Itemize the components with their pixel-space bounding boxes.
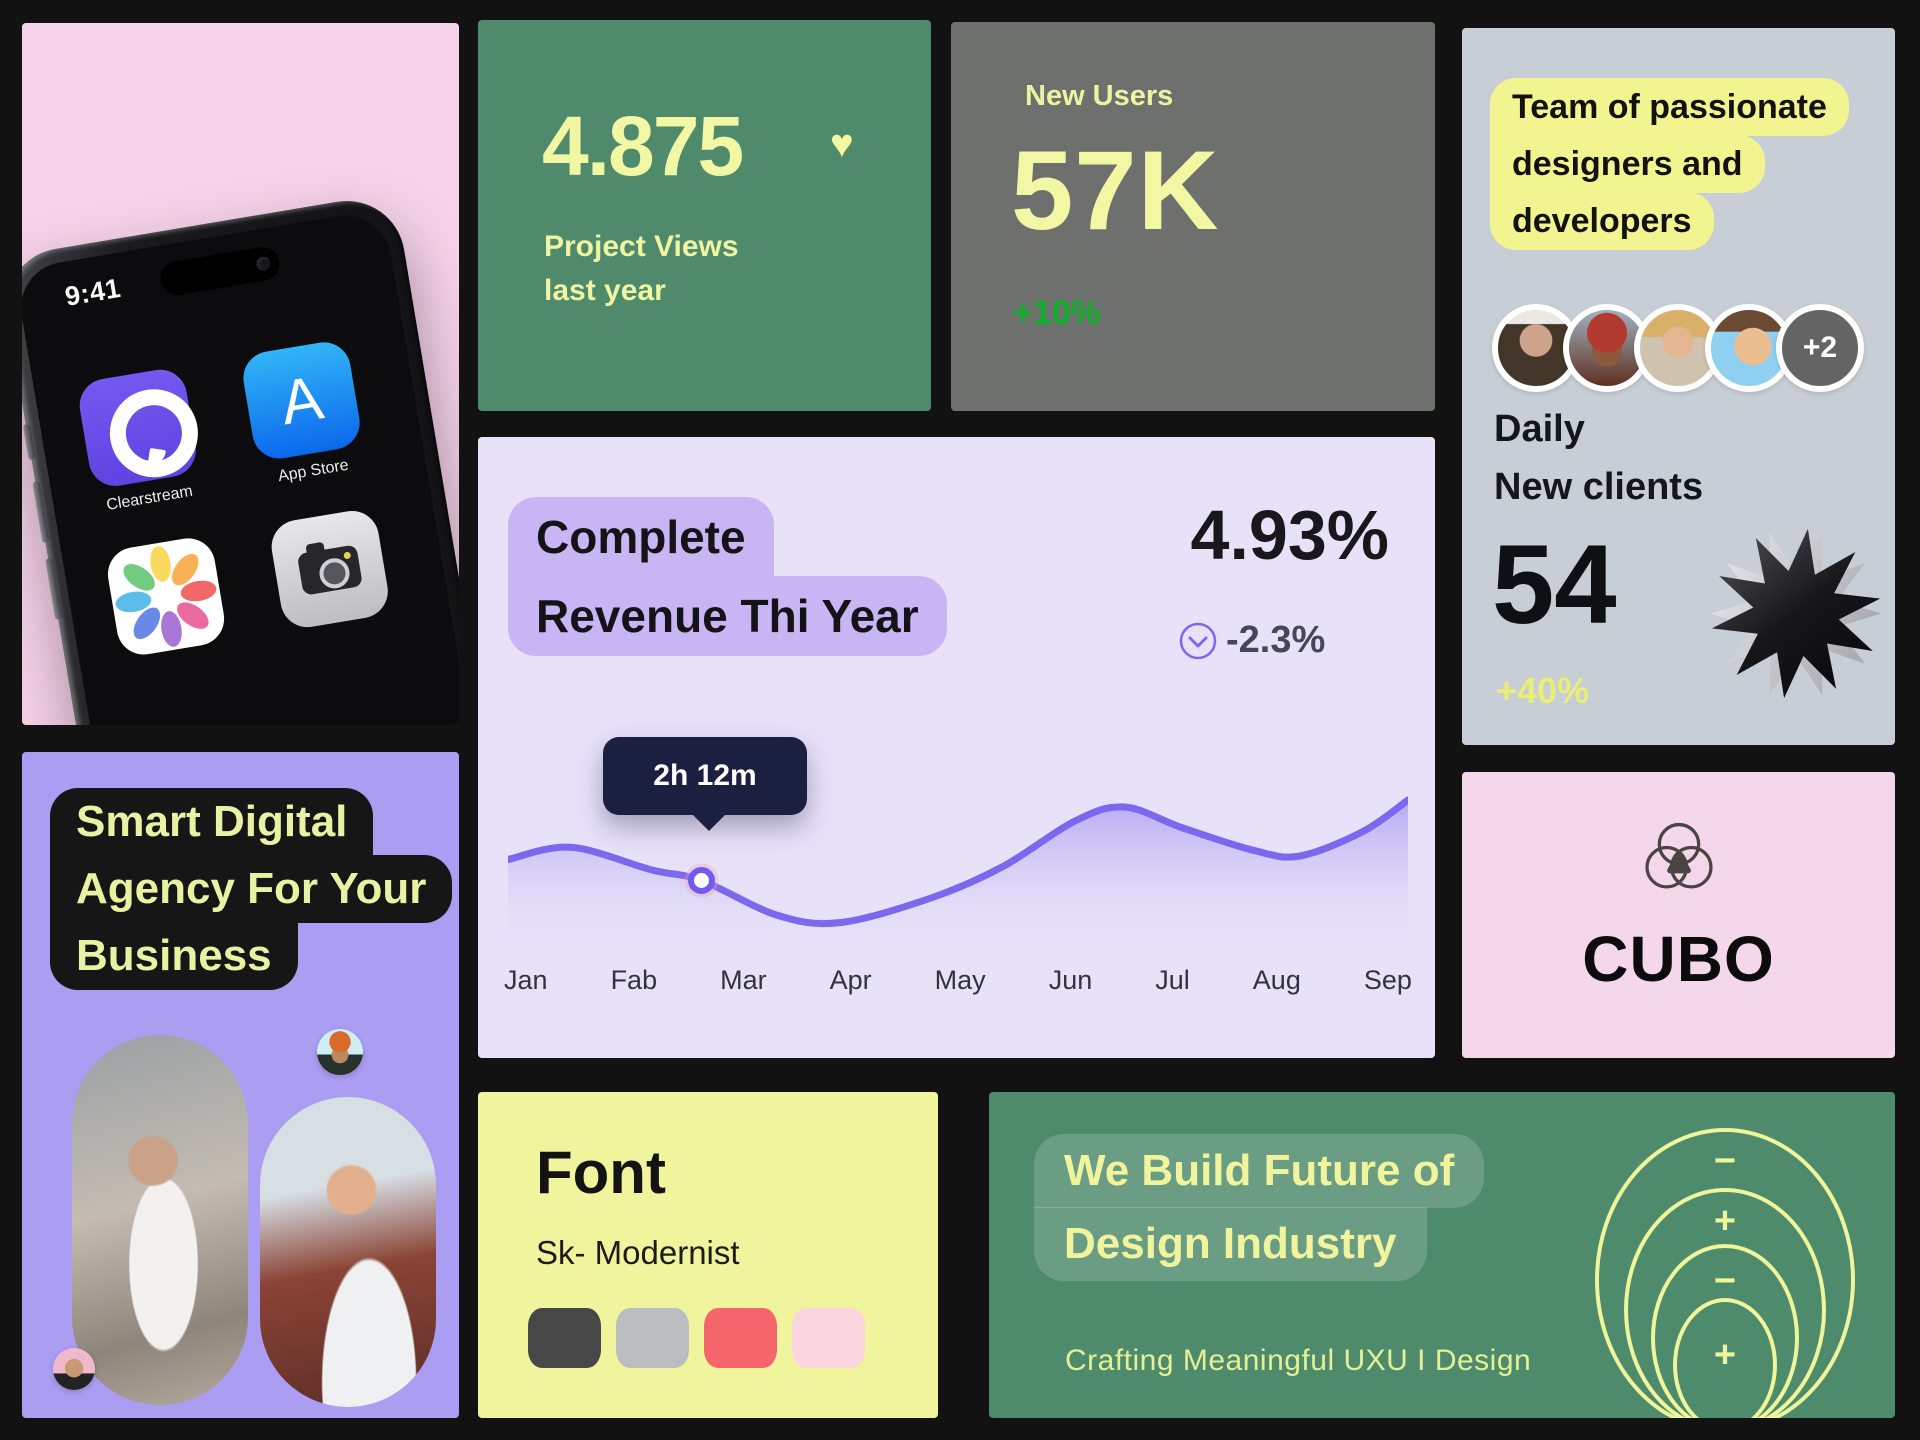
project-views-label-line2: last year xyxy=(544,274,666,307)
month-label: Jan xyxy=(504,965,548,995)
new-users-value: 57K xyxy=(1011,128,1220,253)
chart-line xyxy=(508,796,1408,928)
new-users-card: New Users 57K +10% xyxy=(951,22,1435,411)
photos-app-icon[interactable] xyxy=(103,534,229,659)
month-label: Jul xyxy=(1155,965,1190,995)
avatar-man-glasses xyxy=(53,1348,95,1390)
font-card-title: Font xyxy=(536,1139,666,1206)
agency-card: Smart Digital Agency For Your Business xyxy=(22,752,459,1418)
revenue-title-line: Complete xyxy=(508,497,774,577)
build-headline-line: We Build Future of xyxy=(1034,1134,1485,1208)
app-clearstream[interactable]: Clearstream xyxy=(75,365,205,517)
project-views-card: 4.875 ♥ Project Views last year xyxy=(478,20,931,411)
agency-headline-line: Agency For Your xyxy=(50,855,453,923)
new-users-title: New Users xyxy=(1025,80,1174,112)
month-label: Sep xyxy=(1363,965,1412,995)
camera-app-icon[interactable] xyxy=(267,506,392,632)
revenue-title-bubble: Complete Revenue Thi Year xyxy=(508,497,947,656)
heart-icon: ♥ xyxy=(830,122,854,166)
chart-tooltip: 2h 12m xyxy=(603,737,807,831)
app-appstore[interactable]: A App Store xyxy=(239,338,368,489)
build-headline-bubble: We Build Future of Design Industry xyxy=(1034,1134,1485,1281)
phone-volume-up-button xyxy=(32,480,50,544)
revenue-chart xyxy=(508,796,1408,955)
team-avatar-group: +2 xyxy=(1492,304,1864,392)
minus-icon: − xyxy=(1713,1260,1737,1302)
daily-new-clients-value: 54 xyxy=(1492,522,1617,647)
app-photos[interactable] xyxy=(103,534,229,659)
color-swatch-pink xyxy=(792,1308,865,1368)
photo-woman-with-phone xyxy=(72,1035,248,1405)
cubo-brand-card: CUBO xyxy=(1462,772,1895,1058)
avatar-man-orange-beanie xyxy=(317,1029,363,1075)
app-camera[interactable] xyxy=(267,506,392,632)
month-label: Jun xyxy=(1048,965,1093,995)
build-subtitle: Crafting Meaningful UXU I Design xyxy=(1065,1344,1532,1377)
cubo-logo-icon xyxy=(1645,822,1713,889)
agency-headline-line: Business xyxy=(50,922,298,990)
agency-headline-line: Smart Digital xyxy=(50,788,374,856)
phone-frame: 9:41 Clearstream A App Store xyxy=(22,192,459,725)
agency-headline-bubble: Smart Digital Agency For Your Business xyxy=(50,788,453,990)
month-label: Mar xyxy=(720,965,767,995)
color-swatch-dark-gray xyxy=(528,1308,601,1368)
avatar-woman-dark-hair xyxy=(1492,304,1580,392)
revenue-title-line: Revenue Thi Year xyxy=(508,576,947,656)
chart-marker-dot[interactable] xyxy=(688,867,715,894)
team-headline-line: Team of passionate xyxy=(1490,78,1849,136)
appstore-app-icon[interactable]: A xyxy=(239,338,364,463)
clearstream-app-icon[interactable] xyxy=(75,365,205,490)
plus-icon: + xyxy=(1713,1200,1737,1242)
new-users-delta-badge: +10% xyxy=(1013,294,1101,332)
more-avatars-badge[interactable]: +2 xyxy=(1776,304,1864,392)
plus-icon: + xyxy=(1713,1334,1737,1376)
color-swatch-light-gray xyxy=(616,1308,689,1368)
color-swatch-coral xyxy=(704,1308,777,1368)
phone-mute-switch xyxy=(22,423,36,461)
month-label: Fab xyxy=(610,965,658,995)
team-headline-bubble: Team of passionate designers and develop… xyxy=(1490,78,1849,250)
daily-new-clients-delta: +40% xyxy=(1496,670,1590,711)
project-views-label-line1: Project Views xyxy=(544,230,739,263)
font-card: Font Sk- Modernist xyxy=(478,1092,938,1418)
month-label: Aug xyxy=(1252,965,1301,995)
starburst-graphic xyxy=(1710,528,1882,699)
color-swatches xyxy=(528,1308,865,1368)
revenue-value: 4.93% xyxy=(1190,496,1389,574)
team-headline-line: developers xyxy=(1490,192,1714,250)
revenue-delta: -2.3% xyxy=(1226,619,1326,661)
daily-label: Daily xyxy=(1494,408,1585,450)
build-future-card: We Build Future of Design Industry Craft… xyxy=(989,1092,1895,1418)
concentric-rings-graphic xyxy=(1595,1128,1855,1418)
project-views-value: 4.875 xyxy=(542,99,744,193)
phone-volume-down-button xyxy=(45,557,63,621)
month-label: May xyxy=(934,965,986,995)
phone-mockup: 9:41 Clearstream A App Store xyxy=(22,192,459,725)
team-card: Team of passionate designers and develop… xyxy=(1462,28,1895,745)
dynamic-island xyxy=(158,244,283,298)
app-label: Clearstream xyxy=(105,482,194,514)
build-headline-line: Design Industry xyxy=(1034,1207,1427,1281)
brand-name: CUBO xyxy=(1582,923,1775,995)
photo-woman-with-headphones xyxy=(260,1097,436,1407)
team-headline-line: designers and xyxy=(1490,135,1765,193)
font-name: Sk- Modernist xyxy=(536,1234,740,1271)
phone-mockup-card: 9:41 Clearstream A App Store xyxy=(22,23,459,725)
chevron-down-icon xyxy=(1178,621,1218,661)
front-camera-icon xyxy=(255,255,272,272)
revenue-chart-card: Complete Revenue Thi Year 4.93% -2.3% 2h… xyxy=(478,437,1435,1058)
month-label: Apr xyxy=(829,965,872,995)
new-clients-label: New clients xyxy=(1494,466,1704,508)
app-grid: Clearstream A App Store xyxy=(75,338,392,659)
minus-icon: − xyxy=(1713,1140,1737,1182)
x-axis-labels: Jan Fab Mar Apr May Jun Jul Aug Sep xyxy=(504,965,1412,996)
chart-area-fill xyxy=(508,800,1408,955)
status-bar-time: 9:41 xyxy=(62,272,123,312)
phone-screen: 9:41 Clearstream A App Store xyxy=(22,208,459,725)
